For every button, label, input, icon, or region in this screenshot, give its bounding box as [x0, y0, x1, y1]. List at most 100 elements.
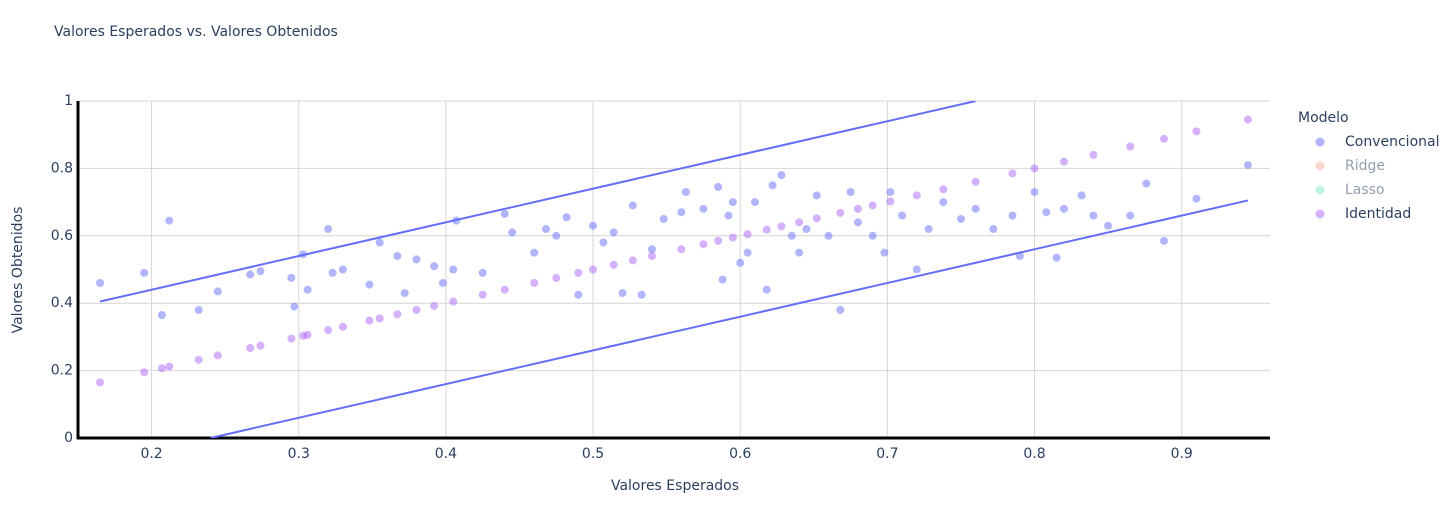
y-tick-label: 0.4	[51, 295, 73, 311]
point	[787, 231, 796, 240]
point	[1077, 191, 1086, 200]
point	[530, 248, 539, 257]
point	[1052, 253, 1061, 262]
legend-label: Ridge	[1345, 158, 1385, 174]
point	[1160, 134, 1169, 143]
point	[303, 285, 312, 294]
x-tick-label: 0.6	[729, 446, 751, 462]
point	[971, 204, 980, 213]
point	[246, 344, 255, 353]
point	[824, 231, 833, 240]
point	[1192, 127, 1201, 136]
point	[1142, 179, 1151, 188]
point	[478, 290, 487, 299]
point	[868, 231, 877, 240]
x-tick-label: 0.5	[582, 446, 604, 462]
point	[1160, 236, 1169, 245]
point	[365, 280, 374, 289]
point	[939, 198, 948, 207]
point	[375, 238, 384, 247]
point	[449, 297, 458, 306]
point	[562, 213, 571, 222]
point	[989, 225, 998, 234]
point	[328, 268, 337, 277]
point	[846, 187, 855, 196]
point	[157, 364, 166, 373]
legend-title: Modelo	[1298, 110, 1349, 126]
point	[714, 236, 723, 245]
point	[256, 341, 265, 350]
point	[647, 252, 656, 261]
point	[574, 268, 583, 277]
point	[718, 275, 727, 284]
point	[365, 316, 374, 325]
point	[1089, 211, 1098, 220]
point	[795, 248, 804, 257]
point	[430, 262, 439, 271]
point	[1126, 211, 1135, 220]
point	[924, 225, 933, 234]
point	[287, 273, 296, 282]
point	[449, 265, 458, 274]
point	[795, 218, 804, 227]
point	[939, 185, 948, 194]
legend-marker	[1315, 185, 1325, 195]
point	[659, 214, 668, 223]
point	[681, 187, 690, 196]
point	[530, 278, 539, 287]
point	[338, 322, 347, 331]
point	[393, 310, 402, 319]
point	[478, 268, 487, 277]
point	[140, 268, 149, 277]
point	[246, 270, 255, 279]
legend-marker	[1315, 137, 1325, 147]
point	[762, 225, 771, 234]
y-axis-title: Valores Obtenidos	[10, 207, 26, 334]
point	[1192, 194, 1201, 203]
point	[743, 248, 752, 257]
point	[552, 273, 561, 282]
point	[324, 225, 333, 234]
y-tick-label: 1	[64, 93, 73, 109]
point	[898, 211, 907, 220]
point	[1089, 150, 1098, 159]
point	[1042, 208, 1051, 217]
x-tick-label: 0.2	[140, 446, 162, 462]
point	[628, 201, 637, 210]
point	[1008, 211, 1017, 220]
band-line	[99, 101, 976, 303]
point	[812, 191, 821, 200]
point	[628, 256, 637, 265]
point	[213, 351, 222, 360]
point	[96, 378, 105, 387]
point	[541, 225, 550, 234]
point	[393, 252, 402, 261]
point	[853, 218, 862, 227]
point	[290, 302, 299, 311]
point	[1126, 142, 1135, 151]
point	[1059, 157, 1068, 166]
point	[886, 197, 895, 206]
point	[430, 301, 439, 310]
point	[96, 278, 105, 287]
point	[609, 228, 618, 237]
legend-marker	[1315, 161, 1325, 171]
point	[836, 305, 845, 314]
point	[768, 181, 777, 190]
point	[677, 245, 686, 254]
point	[880, 248, 889, 257]
x-tick-label: 0.9	[1171, 446, 1193, 462]
point	[777, 171, 786, 180]
point	[743, 230, 752, 239]
point	[777, 222, 786, 231]
point	[324, 326, 333, 335]
point	[256, 267, 265, 276]
point	[836, 208, 845, 217]
point	[728, 198, 737, 207]
point	[750, 198, 759, 207]
point	[589, 221, 598, 230]
y-tick-label: 0.2	[51, 363, 73, 379]
y-tick-label: 0	[64, 430, 73, 446]
